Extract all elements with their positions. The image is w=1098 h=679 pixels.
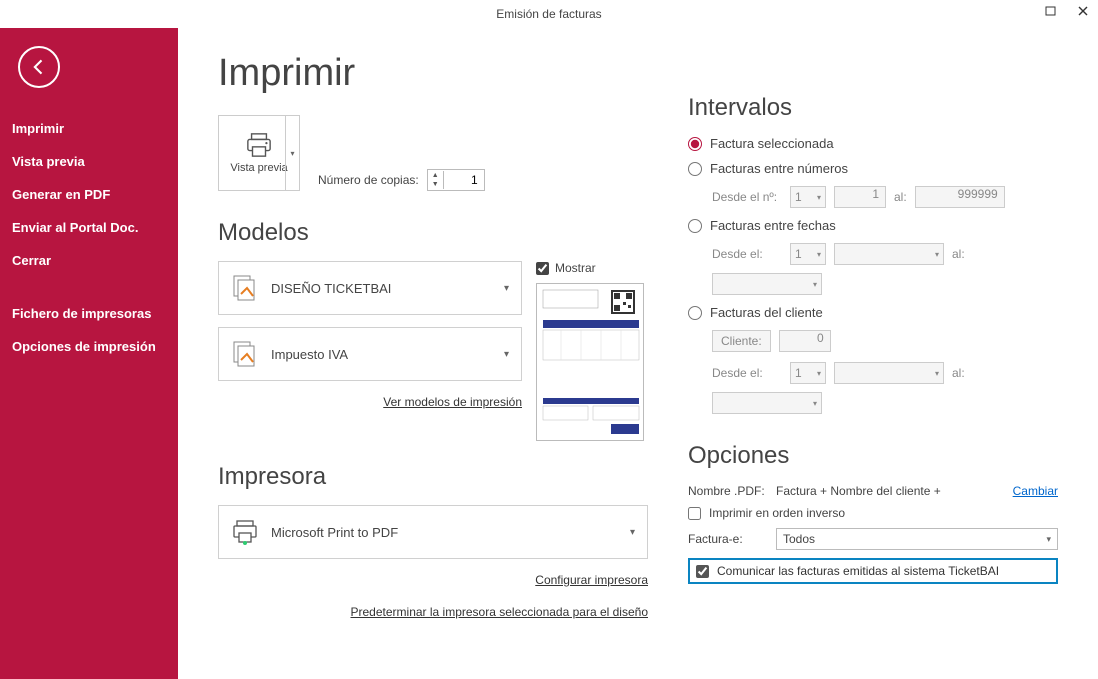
to-label: al:	[894, 190, 907, 204]
pdfname-value: Factura + Nombre del cliente +	[776, 484, 1005, 498]
model-1-label: DISEÑO TICKETBAI	[271, 281, 492, 296]
model-2-label: Impuesto IVA	[271, 347, 492, 362]
sidebar-item-fichero-impresoras[interactable]: Fichero de impresoras	[0, 297, 178, 330]
client-from-label: Desde el:	[712, 366, 782, 380]
radio-numbers-label: Facturas entre números	[710, 161, 848, 176]
einvoice-select[interactable]: Todos ▾	[776, 528, 1058, 550]
printer-card[interactable]: Microsoft Print to PDF ▾	[218, 505, 648, 559]
maximize-icon[interactable]	[1040, 2, 1062, 20]
client-button-label[interactable]: Cliente:	[712, 330, 771, 352]
default-printer-link[interactable]: Predeterminar la impresora seleccionada …	[351, 605, 649, 619]
from-date-input[interactable]: ▾	[834, 243, 944, 265]
show-preview-label: Mostrar	[555, 261, 596, 275]
ticketbai-label: Comunicar las facturas emitidas al siste…	[717, 564, 999, 578]
to-date-label: al:	[952, 247, 965, 261]
preview-button-label: Vista previa	[230, 162, 287, 174]
sidebar-item-opciones-impresion[interactable]: Opciones de impresión	[0, 330, 178, 363]
change-link[interactable]: Cambiar	[1013, 484, 1058, 498]
spinner-up-icon[interactable]: ▲	[428, 171, 443, 180]
radio-selected-invoice[interactable]	[688, 137, 702, 151]
radio-between-dates[interactable]	[688, 219, 702, 233]
sidebar: Imprimir Vista previa Generar en PDF Env…	[0, 28, 178, 679]
radio-between-numbers[interactable]	[688, 162, 702, 176]
printer-heading: Impresora	[218, 463, 648, 491]
copies-input[interactable]	[444, 173, 484, 187]
einvoice-value: Todos	[783, 532, 815, 546]
page-title: Imprimir	[218, 52, 648, 95]
sidebar-item-cerrar[interactable]: Cerrar	[0, 244, 178, 277]
einvoice-label: Factura-e:	[688, 532, 768, 546]
document-icon	[231, 340, 259, 368]
printer-icon	[231, 518, 259, 546]
client-to-label: al:	[952, 366, 965, 380]
window-title: Emisión de facturas	[496, 7, 601, 21]
ticketbai-checkbox[interactable]	[696, 565, 709, 578]
sidebar-item-generar-pdf[interactable]: Generar en PDF	[0, 178, 178, 211]
document-icon	[231, 274, 259, 302]
printer-name: Microsoft Print to PDF	[271, 525, 618, 540]
ticketbai-highlight: Comunicar las facturas emitidas al siste…	[688, 558, 1058, 584]
radio-client-label: Facturas del cliente	[710, 305, 823, 320]
from-number-input[interactable]: 1	[834, 186, 886, 208]
chevron-down-icon: ▾	[504, 349, 509, 360]
intervals-heading: Intervalos	[688, 94, 1058, 122]
printer-icon	[244, 132, 274, 158]
sidebar-item-enviar-portal[interactable]: Enviar al Portal Doc.	[0, 211, 178, 244]
spinner-down-icon[interactable]: ▼	[428, 180, 443, 189]
preview-dropdown-icon[interactable]: ▾	[285, 116, 299, 190]
to-number-input[interactable]: 999999	[915, 186, 1005, 208]
radio-selected-label: Factura seleccionada	[710, 136, 834, 151]
pdfname-label: Nombre .PDF:	[688, 484, 768, 498]
model-card-1[interactable]: DISEÑO TICKETBAI ▾	[218, 261, 522, 315]
options-heading: Opciones	[688, 442, 1058, 470]
configure-printer-link[interactable]: Configurar impresora	[535, 573, 648, 587]
radio-dates-label: Facturas entre fechas	[710, 218, 836, 233]
series-dropdown[interactable]: 1▾	[790, 243, 826, 265]
reverse-order-label: Imprimir en orden inverso	[709, 506, 845, 520]
show-preview-checkbox[interactable]	[536, 262, 549, 275]
copies-label: Número de copias:	[318, 173, 419, 187]
sidebar-item-vista-previa[interactable]: Vista previa	[0, 145, 178, 178]
models-heading: Modelos	[218, 219, 648, 247]
series-from-dropdown[interactable]: 1▾	[790, 186, 826, 208]
document-thumbnail	[536, 283, 644, 441]
radio-client-invoices[interactable]	[688, 306, 702, 320]
chevron-down-icon: ▾	[504, 283, 509, 294]
title-bar: Emisión de facturas	[0, 0, 1098, 28]
client-to-date[interactable]: ▾	[712, 392, 822, 414]
close-icon[interactable]	[1072, 2, 1094, 20]
client-id-input[interactable]: 0	[779, 330, 831, 352]
client-from-date[interactable]: ▾	[834, 362, 944, 384]
preview-button[interactable]: Vista previa ▾	[218, 115, 300, 191]
reverse-order-checkbox[interactable]	[688, 507, 701, 520]
models-link[interactable]: Ver modelos de impresión	[383, 395, 522, 409]
from-date-label: Desde el:	[712, 247, 782, 261]
chevron-down-icon: ▾	[630, 527, 635, 538]
model-card-2[interactable]: Impuesto IVA ▾	[218, 327, 522, 381]
back-button[interactable]	[18, 46, 60, 88]
client-series-dropdown[interactable]: 1▾	[790, 362, 826, 384]
sidebar-item-imprimir[interactable]: Imprimir	[0, 112, 178, 145]
from-number-label: Desde el nº:	[712, 190, 782, 204]
copies-spinner[interactable]: ▲▼	[427, 169, 485, 191]
to-date-input[interactable]: ▾	[712, 273, 822, 295]
chevron-down-icon: ▾	[1046, 534, 1051, 545]
